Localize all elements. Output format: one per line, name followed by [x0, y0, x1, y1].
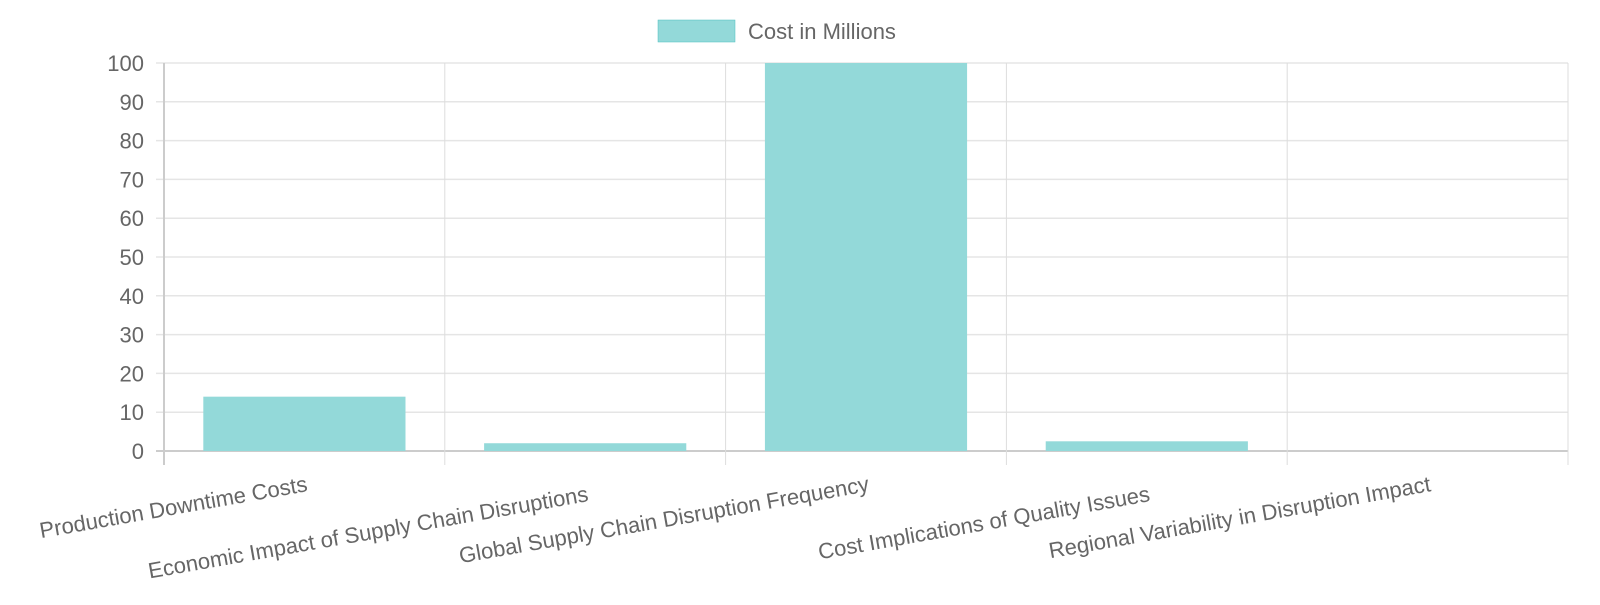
legend-label: Cost in Millions	[748, 19, 896, 44]
bars	[203, 63, 1248, 451]
legend-swatch	[657, 19, 736, 43]
y-tick-label: 40	[120, 284, 144, 309]
y-tick-label: 20	[120, 361, 144, 386]
x-tick-label: Regional Variability in Disruption Impac…	[1047, 471, 1433, 563]
x-tick-label: Production Downtime Costs	[38, 471, 310, 543]
y-tick-label: 0	[132, 439, 144, 464]
y-tick-label: 30	[120, 323, 144, 348]
y-tick-label: 70	[120, 167, 144, 192]
bar[interactable]	[203, 396, 406, 451]
bar[interactable]	[484, 443, 687, 451]
legend[interactable]: Cost in Millions	[657, 19, 896, 44]
y-tick-label: 60	[120, 206, 144, 231]
bar[interactable]	[764, 63, 968, 451]
y-tick-label: 10	[120, 400, 144, 425]
y-tick-label: 50	[120, 245, 144, 270]
y-tick-label: 80	[120, 129, 144, 154]
y-axis: 0 10 20 30 40 50 60 70 80 90 100	[107, 51, 144, 464]
x-tick-label: Global Supply Chain Disruption Frequency	[457, 471, 871, 568]
bar[interactable]	[1045, 441, 1248, 451]
y-tick-label: 90	[120, 90, 144, 115]
y-tick-label: 100	[107, 51, 144, 76]
